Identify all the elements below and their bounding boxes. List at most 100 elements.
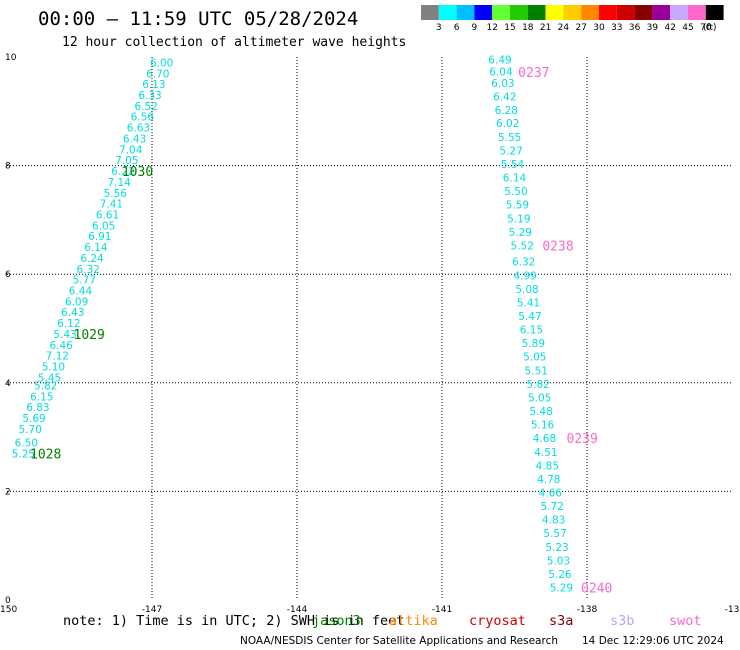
satellite-legend-item: swot [669, 613, 702, 629]
wave-height-label: 6.63 [127, 123, 150, 135]
colorbar-label: 6 [454, 23, 460, 33]
wave-height-label: 6.56 [131, 112, 155, 124]
pass-number-label: 0240 [581, 582, 612, 597]
footer-timestamp: 14 Dec 12:29:06 UTC 2024 [582, 635, 724, 647]
wave-height-label: 6.43 [123, 133, 146, 145]
wave-height-label: 4.85 [536, 460, 559, 472]
y-tick-label: 0 [5, 596, 11, 606]
wave-height-label: 6.83 [26, 402, 49, 414]
colorbar-label: 36 [629, 23, 641, 33]
wave-height-label: 6.46 [49, 340, 73, 352]
wave-height-label: 7.41 [100, 199, 123, 211]
colorbar-unit: (ft) [703, 23, 717, 33]
x-tick-label: -141 [432, 605, 452, 615]
wave-height-label: 5.47 [518, 311, 541, 323]
satellite-legend-item: cryosat [469, 613, 526, 629]
satellite-legend-item: altika [389, 613, 438, 629]
pass-number-label: 1030 [122, 165, 153, 180]
wave-height-label: 5.43 [53, 329, 76, 341]
wave-height-label: 6.13 [142, 79, 165, 91]
chart-title: 00:00 – 11:59 UTC 05/28/2024 [38, 8, 358, 30]
colorbar-label: 42 [664, 23, 675, 33]
wave-height-label: 6.42 [493, 92, 516, 104]
colorbar-swatch [456, 5, 475, 20]
x-tick-label: -138 [577, 605, 598, 615]
wave-height-label: 6.50 [15, 438, 38, 450]
wave-height-label: 6.03 [491, 78, 514, 90]
colorbar-swatch [545, 5, 564, 20]
wave-height-label: 5.41 [517, 297, 540, 309]
wave-height-label: 5.52 [511, 240, 534, 252]
wave-height-label: 5.25 [12, 448, 35, 460]
wave-height-label: 4.78 [537, 474, 560, 486]
x-tick-label: -144 [287, 605, 308, 615]
wave-height-label: 6.91 [88, 231, 111, 243]
colorbar-label: 30 [593, 23, 605, 33]
colorbar-swatch [599, 5, 617, 20]
colorbar-label: 12 [486, 23, 497, 33]
wave-height-label: 5.51 [525, 365, 548, 377]
colorbar-label: 33 [611, 23, 622, 33]
x-tick-label: -147 [142, 605, 162, 615]
wave-height-label: 5.77 [73, 275, 96, 287]
colorbar-swatch [421, 5, 439, 20]
satellite-legend-item: s3b [610, 613, 634, 629]
wave-height-label: 5.45 [38, 372, 61, 384]
wave-height-label: 5.59 [506, 200, 529, 212]
colorbar-swatch [474, 5, 493, 20]
wave-height-label: 6.02 [496, 118, 519, 130]
wave-height-label: 4.66 [539, 487, 563, 499]
wave-height-label: 5.10 [42, 362, 65, 374]
wave-height-label: 5.05 [528, 392, 551, 404]
pass-number-label: 0238 [542, 239, 573, 254]
y-tick-label: 2 [5, 487, 11, 497]
pass-labels: 1028 1029 1030 0237 0238 0239 0240 [30, 66, 612, 596]
colorbar-swatch [688, 5, 706, 20]
colorbar-label: 27 [575, 23, 586, 33]
wave-height-label: 5.89 [522, 338, 545, 350]
y-tick-label: 6 [5, 270, 11, 280]
wave-height-label: 6.70 [146, 68, 169, 80]
wave-height-label: 5.82 [34, 381, 57, 393]
colorbar-label: 45 [682, 23, 693, 33]
wave-height-label: 5.54 [501, 159, 525, 171]
wave-height-label: 5.23 [545, 542, 568, 554]
wave-height-label: 6.14 [84, 242, 108, 254]
colorbar-label: 21 [540, 23, 551, 33]
wave-height-label: 5.57 [543, 528, 566, 540]
wave-height-label: 5.69 [22, 413, 45, 425]
colorbar-swatch [705, 5, 724, 20]
pass-number-label: 0239 [567, 432, 598, 447]
wave-height-label: 6.49 [488, 55, 511, 67]
wave-height-label: 5.08 [515, 284, 538, 296]
colorbar-label: 70 [700, 23, 712, 33]
y-tick-label: 10 [5, 53, 17, 63]
wave-height-label: 5.27 [499, 145, 522, 157]
y-tick-label: 8 [5, 162, 11, 172]
wave-height-label: 6.33 [138, 90, 161, 102]
y-tick-label: 4 [5, 379, 11, 389]
satellite-legend-item: s3a [549, 613, 573, 629]
wave-height-label: 5.55 [498, 132, 521, 144]
wave-height-label: 5.29 [509, 227, 532, 239]
colorbar-label: 18 [522, 23, 534, 33]
x-tick-label: -150 [0, 605, 17, 615]
chart-marks: 5.256.505.705.696.836.155.825.455.107.12… [12, 55, 573, 595]
wave-height-label: 5.48 [529, 406, 552, 418]
chart-subtitle: 12 hour collection of altimeter wave hei… [62, 35, 406, 50]
wave-height-label: 6.00 [150, 57, 173, 69]
wave-height-label: 6.09 [65, 296, 88, 308]
colorbar-swatch [527, 5, 546, 20]
wave-height-label: 5.72 [541, 501, 564, 513]
footer-credit: NOAA/NESDIS Center for Satellite Applica… [240, 635, 558, 647]
wave-height-label: 6.44 [69, 285, 93, 297]
wave-height-label: 7.12 [46, 351, 69, 363]
colorbar-swatch [652, 5, 671, 20]
wave-height-label: 6.52 [135, 101, 158, 113]
wave-height-label: 6.43 [61, 307, 84, 319]
colorbar-swatch [438, 5, 457, 20]
satellite-legend-item: jason3 [312, 613, 361, 629]
colorbar-label: 15 [504, 23, 515, 33]
wave-height-label: 6.04 [489, 67, 513, 79]
